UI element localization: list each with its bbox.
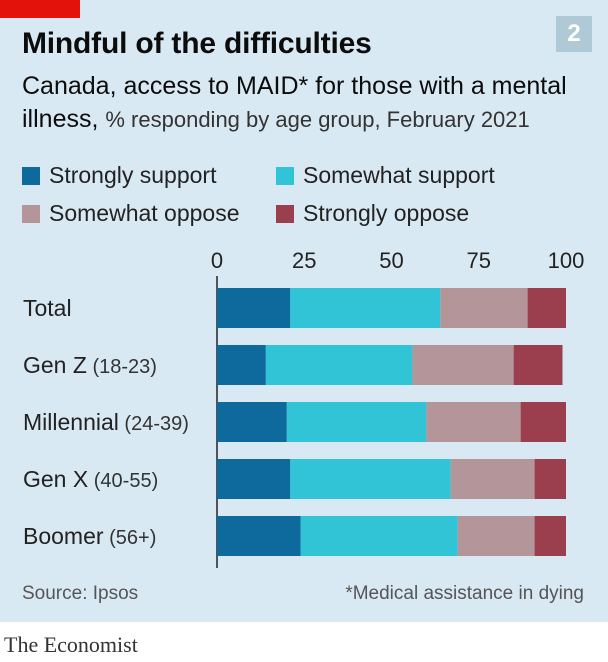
bar-segment-strongly-support [217, 402, 287, 442]
bar-segment-somewhat-support [265, 345, 413, 385]
chart-panel: Mindful of the difficulties 2 Canada, ac… [0, 0, 608, 622]
bar-segment-strongly-oppose [534, 459, 566, 499]
bar-segment-strongly-oppose [534, 516, 566, 556]
bar-segment-somewhat-oppose [412, 345, 514, 385]
category-label: Gen Z (18-23) [23, 352, 157, 378]
legend-item-somewhat-support: Somewhat support [276, 162, 495, 189]
bar-segment-somewhat-oppose [440, 288, 528, 328]
subtitle-detail: % responding by age group, February 2021 [105, 107, 530, 132]
legend-swatch [22, 166, 40, 185]
bar-segment-strongly-oppose [520, 402, 566, 442]
chart-number-badge: 2 [556, 16, 592, 52]
subtitle-main: Canada, access to MAID* for those with a… [22, 72, 567, 133]
bar-segment-somewhat-oppose [426, 402, 521, 442]
x-tick-label: 75 [467, 248, 491, 273]
footnote: *Medical assistance in dying [345, 583, 584, 604]
category-label: Total [23, 295, 72, 321]
bar-segment-strongly-support [217, 516, 301, 556]
chart-subtitle: Canada, access to MAID* for those with a… [22, 70, 592, 136]
bar-segment-strongly-oppose [513, 345, 563, 385]
category-label: Millennial (24-39) [23, 409, 189, 435]
bar-segment-somewhat-support [300, 516, 458, 556]
legend-item-strongly-oppose: Strongly oppose [276, 200, 469, 227]
brand-wordmark: The Economist [4, 632, 138, 657]
bar-segment-strongly-oppose [527, 288, 566, 328]
x-tick-label: 0 [211, 248, 223, 273]
bar-segment-strongly-support [217, 288, 291, 328]
bar-segment-somewhat-support [290, 459, 451, 499]
category-label: Gen X (40-55) [23, 466, 158, 492]
legend-swatch [22, 204, 40, 223]
legend-label: Somewhat support [303, 162, 495, 188]
bar-segment-strongly-support [217, 345, 266, 385]
legend: Strongly support Somewhat support Somewh… [22, 162, 592, 242]
x-tick-label: 50 [379, 248, 403, 273]
legend-item-strongly-support: Strongly support [22, 162, 216, 189]
legend-swatch [276, 166, 294, 185]
bar-segment-somewhat-support [286, 402, 427, 442]
x-tick-label: 100 [548, 248, 585, 273]
legend-swatch [276, 204, 294, 223]
bar-segment-somewhat-oppose [457, 516, 535, 556]
legend-label: Somewhat oppose [49, 200, 240, 226]
legend-item-somewhat-oppose: Somewhat oppose [22, 200, 240, 227]
category-label: Boomer (56+) [23, 523, 156, 549]
bar-segment-somewhat-support [290, 288, 441, 328]
x-tick-label: 25 [292, 248, 316, 273]
bar-segment-strongly-support [217, 459, 291, 499]
source-note: Source: Ipsos [22, 583, 139, 604]
brand-red-tab [0, 0, 80, 18]
bar-segment-somewhat-oppose [450, 459, 535, 499]
legend-label: Strongly support [49, 162, 217, 188]
legend-label: Strongly oppose [303, 200, 470, 226]
stacked-bar-chart: 0 25 50 75 100 Total Gen Z (18-23) Millennial (… [23, 248, 585, 568]
chart-title: Mindful of the difficulties [22, 27, 372, 60]
